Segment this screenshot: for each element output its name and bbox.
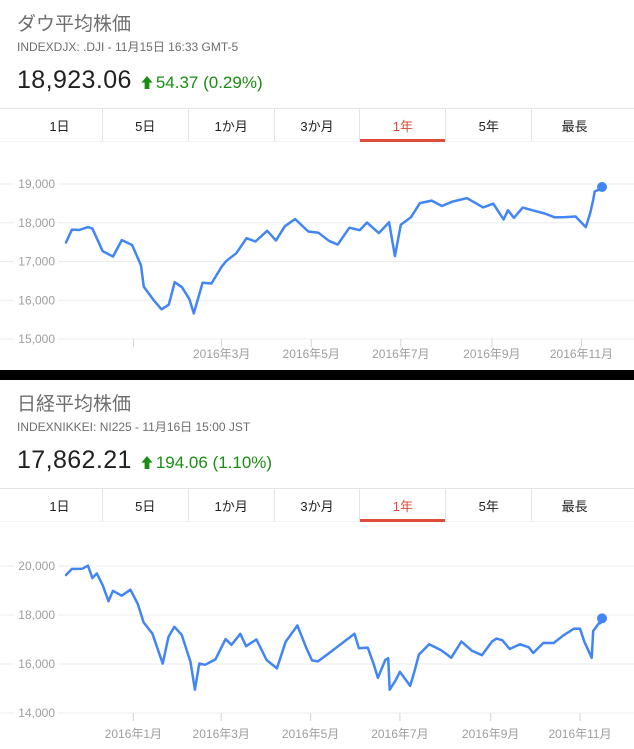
up-arrow-icon — [141, 76, 153, 89]
y-axis-label: 19,000 — [18, 177, 55, 191]
range-tab-label: 3か月 — [300, 498, 334, 514]
index-panel-nikkei: 日経平均株価 INDEXNIKKEI: NI225 - 11月16日 15:00 … — [0, 380, 634, 749]
index-price: 18,923.06 — [17, 66, 132, 94]
range-tab-5年[interactable]: 5年 — [445, 109, 531, 141]
price-quote-row: 18,923.06 54.37 (0.29%) — [17, 66, 263, 96]
x-axis-label: 2016年9月 — [462, 727, 519, 741]
price-chart-dow[interactable]: 19,000 18,000 17,000 16,000 15,000 2016年3月 201… — [0, 142, 634, 370]
index-subtitle: INDEXNIKKEI: NI225 - 11月16日 15:00 JST — [17, 420, 251, 434]
index-change: 54.37 (0.29%) — [155, 73, 263, 92]
range-tab-1日[interactable]: 1日 — [17, 109, 102, 141]
range-tab-label: 1か月 — [214, 118, 248, 134]
range-tab-label: 最長 — [561, 118, 588, 134]
range-tab-1か月[interactable]: 1か月 — [187, 109, 274, 141]
latest-price-dot — [597, 182, 607, 192]
range-tab-label: 1か月 — [214, 498, 248, 514]
range-tab-3か月[interactable]: 3か月 — [273, 109, 360, 141]
y-axis-label: 16,000 — [18, 293, 55, 307]
y-axis-label: 16,000 — [18, 657, 55, 671]
x-axis-label: 2016年11月 — [550, 347, 613, 361]
x-axis-label: 2016年9月 — [463, 347, 520, 361]
index-change: 194.06 (1.10%) — [155, 453, 273, 472]
y-axis-label: 17,000 — [18, 255, 55, 269]
range-tab-label: 1年 — [392, 498, 413, 514]
x-axis-label: 2016年1月 — [105, 727, 162, 741]
range-tab-3か月[interactable]: 3か月 — [273, 489, 360, 521]
active-tab-underline — [360, 519, 446, 522]
y-axis-label: 15,000 — [18, 332, 55, 346]
y-axis-label: 18,000 — [18, 216, 55, 230]
range-tab-最長[interactable]: 最長 — [531, 489, 617, 521]
index-subtitle: INDEXDJX: .DJI - 11月15日 16:33 GMT-5 — [17, 40, 239, 54]
index-title: 日経平均株価 — [17, 394, 132, 415]
y-axis-label: 14,000 — [18, 706, 55, 720]
x-axis-label: 2016年11月 — [548, 727, 611, 741]
x-axis-label: 2016年3月 — [193, 347, 250, 361]
x-axis-label: 2016年7月 — [372, 347, 429, 361]
range-tab-5日[interactable]: 5日 — [101, 489, 188, 521]
up-arrow-glyph — [141, 76, 153, 89]
range-tabs: 1日 5日 1か月 3か月 1年 5年 最長 — [0, 488, 634, 522]
range-tab-label: 最長 — [561, 498, 588, 514]
up-arrow-glyph — [141, 456, 153, 469]
y-axis-label: 18,000 — [18, 608, 55, 622]
x-axis-label: 2016年5月 — [283, 347, 340, 361]
range-tabs: 1日 5日 1か月 3か月 1年 5年 最長 — [0, 108, 634, 142]
range-tab-label: 1年 — [392, 118, 413, 134]
range-tab-label: 5日 — [135, 498, 156, 514]
range-tab-label: 3か月 — [300, 118, 334, 134]
x-axis-label: 2016年5月 — [282, 727, 339, 741]
index-panel-dow: ダウ平均株価 INDEXDJX: .DJI - 11月15日 16:33 GMT-… — [0, 0, 634, 370]
index-title: ダウ平均株価 — [17, 14, 132, 35]
x-axis-label: 2016年3月 — [193, 727, 250, 741]
range-tab-label: 1日 — [49, 498, 70, 514]
up-arrow-path — [141, 456, 153, 469]
range-tab-5日[interactable]: 5日 — [101, 109, 188, 141]
active-tab-underline — [360, 139, 446, 142]
price-quote-row: 17,862.21 194.06 (1.10%) — [17, 446, 272, 476]
range-tab-label: 5年 — [478, 498, 499, 514]
price-chart-nikkei[interactable]: 20,000 18,000 16,000 14,000 2016年1月 2016年3月 20… — [0, 522, 634, 749]
latest-price-dot — [597, 613, 607, 624]
range-tab-1か月[interactable]: 1か月 — [187, 489, 274, 521]
up-arrow-icon — [141, 456, 153, 469]
range-tab-5年[interactable]: 5年 — [445, 489, 531, 521]
range-tab-最長[interactable]: 最長 — [531, 109, 617, 141]
range-tab-label: 5日 — [135, 118, 156, 134]
x-axis-label: 2016年7月 — [371, 727, 428, 741]
price-line — [64, 185, 604, 315]
panel-divider — [0, 370, 634, 380]
range-tab-label: 1日 — [49, 118, 70, 134]
range-tab-label: 5年 — [478, 118, 499, 134]
range-tab-1日[interactable]: 1日 — [17, 489, 102, 521]
range-tab-1年[interactable]: 1年 — [359, 109, 446, 142]
up-arrow-path — [141, 76, 153, 89]
y-axis-label: 20,000 — [18, 559, 55, 573]
price-line — [64, 564, 604, 691]
range-tab-1年[interactable]: 1年 — [359, 489, 446, 522]
index-price: 17,862.21 — [17, 446, 132, 474]
